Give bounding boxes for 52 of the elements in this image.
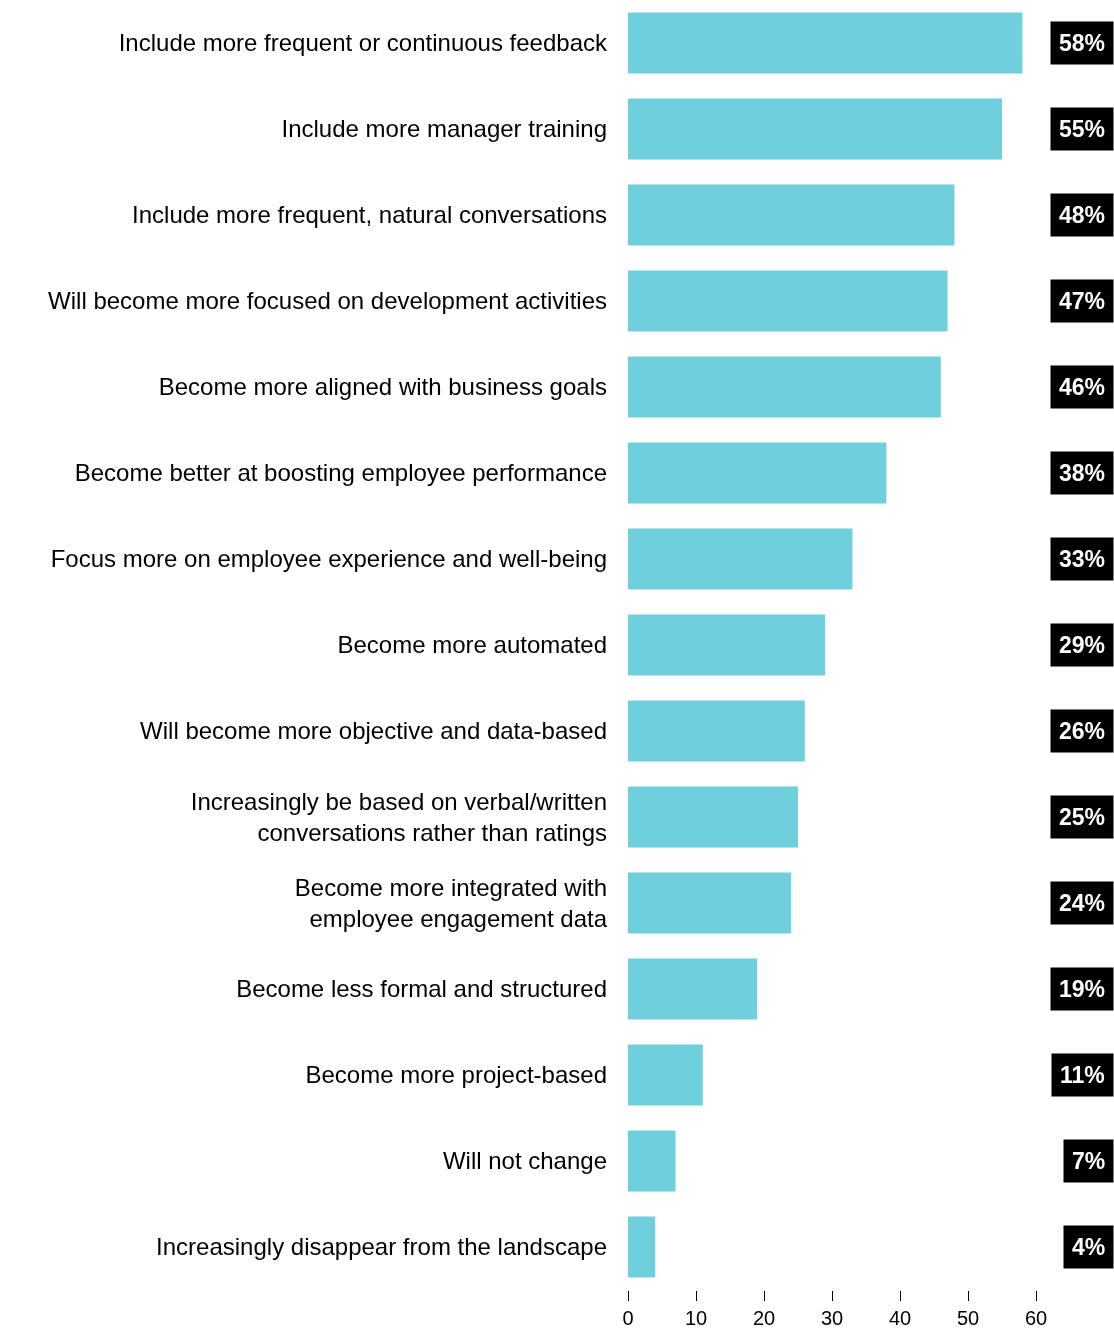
- x-tick-label: 60: [1024, 1307, 1048, 1329]
- y-tick-label: Become more integrated with employee engagement data: [294, 873, 608, 932]
- data-label: 29%: [1059, 632, 1106, 658]
- y-tick-label: Include more frequent, natural conversations: [132, 201, 607, 229]
- data-label: 24%: [1059, 890, 1106, 916]
- data-label: 48%: [1059, 202, 1106, 228]
- bar: [628, 614, 826, 676]
- y-tick-label: Increasingly be based on verbal/written conversations rather than ratings: [190, 787, 607, 846]
- y-tick-label: Become less formal and structured: [236, 975, 607, 1003]
- y-tick-label: Will become more focused on development activities: [48, 287, 607, 315]
- y-tick-label: Focus more on employee experience and well-being: [50, 545, 607, 573]
- bar: [628, 98, 1002, 160]
- x-tick-label: 40: [888, 1307, 912, 1329]
- bar: [628, 1216, 656, 1278]
- x-tick-label: 30: [820, 1307, 844, 1329]
- x-tick-label: 20: [752, 1307, 776, 1329]
- bar: [628, 270, 948, 332]
- data-label: 11%: [1060, 1062, 1105, 1088]
- y-tick-label: Include more frequent or continuous feedback: [118, 29, 608, 57]
- y-tick-label: Will not change: [442, 1147, 607, 1175]
- bar: [628, 786, 798, 848]
- y-tick-label: Become more automated: [337, 631, 607, 659]
- x-tick-label: 10: [684, 1307, 708, 1329]
- y-tick-label: Will become more objective and data-based: [140, 717, 607, 745]
- bar: [628, 12, 1023, 74]
- data-label: 47%: [1059, 288, 1106, 314]
- data-label: 26%: [1059, 718, 1106, 744]
- data-label: 38%: [1059, 460, 1106, 486]
- bar: [628, 1130, 676, 1192]
- x-tick-label: 50: [956, 1307, 980, 1329]
- x-tick-label: 0: [622, 1307, 634, 1329]
- bar: [628, 1044, 703, 1106]
- data-label: 33%: [1059, 546, 1106, 572]
- y-tick-label: Become more aligned with business goals: [158, 373, 607, 401]
- bar: [628, 356, 941, 418]
- data-label: 55%: [1059, 116, 1106, 142]
- data-label: 4%: [1072, 1234, 1106, 1260]
- bar: [628, 872, 792, 934]
- bar: [628, 442, 887, 504]
- y-tick-label: Include more manager training: [281, 115, 607, 143]
- bar: [628, 700, 805, 762]
- bar: [628, 184, 955, 246]
- bar: [628, 958, 758, 1020]
- data-label: 25%: [1059, 804, 1106, 830]
- data-label: 19%: [1059, 976, 1106, 1002]
- y-tick-label: Increasingly disappear from the landscape: [156, 1233, 607, 1261]
- data-label: 46%: [1059, 374, 1106, 400]
- data-label: 7%: [1072, 1148, 1106, 1174]
- y-tick-label: Become better at boosting employee performance: [74, 459, 607, 487]
- y-tick-label: Become more project-based: [305, 1061, 607, 1089]
- bar: [628, 528, 853, 590]
- data-label: 58%: [1059, 30, 1106, 56]
